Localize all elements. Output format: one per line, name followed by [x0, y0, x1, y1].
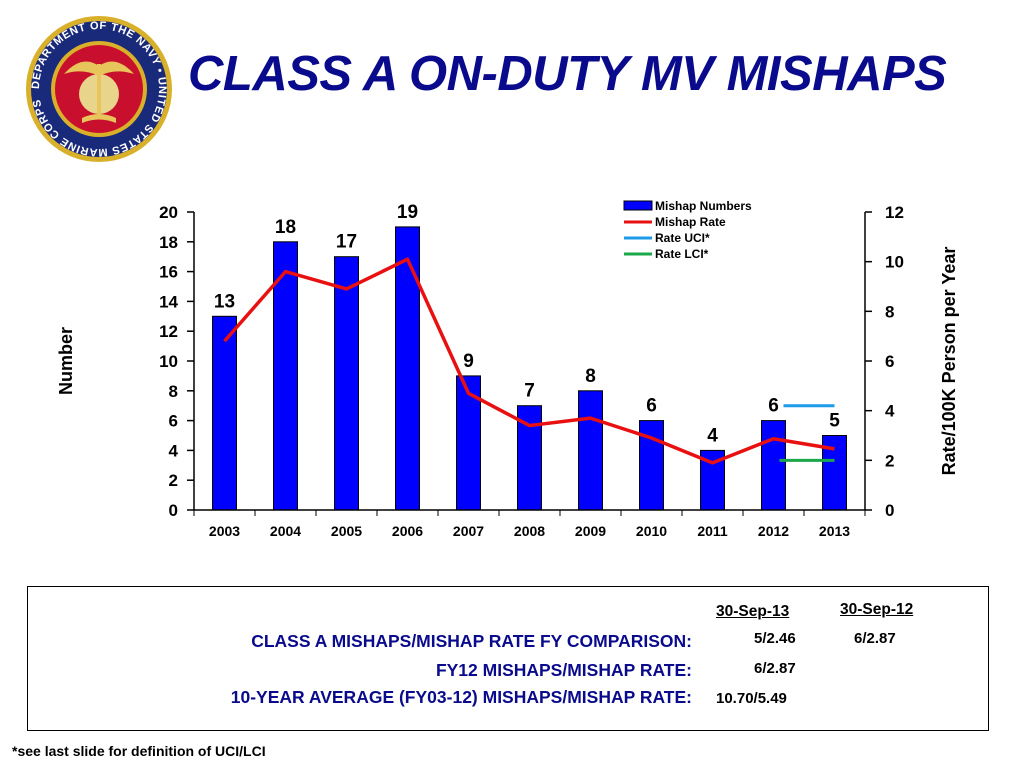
left-tick-label: 18 — [159, 233, 178, 252]
data-label-2005: 17 — [336, 232, 357, 253]
mishap-chart: 0 2 4 6 8 10 12 14 16 18 20 0 2 4 6 8 10 12 2003 2004 2005 20… — [56, 199, 959, 539]
col-header-30-sep-13: 30-Sep-13 — [716, 603, 790, 620]
left-tick-label: 0 — [169, 501, 178, 520]
data-label-2011: 4 — [707, 425, 718, 446]
page-title: CLASS A ON-DUTY MV MISHAPS — [188, 47, 947, 101]
data-label-2010: 6 — [646, 396, 657, 417]
x-tick-label-2004: 2004 — [270, 523, 301, 539]
left-tick-label: 12 — [159, 322, 178, 341]
comparison-row-label: CLASS A MISHAPS/MISHAP RATE FY COMPARISO… — [251, 631, 692, 651]
legend-entry: Rate LCI* — [655, 247, 709, 261]
comparison-row-value-fy13: 5/2.46 — [754, 630, 796, 647]
left-axis-title: Number — [56, 327, 76, 395]
bar-2005 — [334, 256, 359, 511]
left-tick-label: 20 — [159, 203, 178, 222]
legend-swatch-mishap-numbers — [623, 200, 653, 211]
legend-entry: Mishap Numbers — [655, 199, 752, 213]
usmc-seal-icon: DEPARTMENT OF THE NAVY • UNITED STATES M… — [26, 16, 172, 162]
right-tick-label: 12 — [885, 203, 904, 222]
footnote: *see last slide for definition of UCI/LC… — [12, 743, 266, 759]
x-tick-label-2011: 2011 — [697, 523, 728, 539]
right-axis-title: Rate/100K Person per Year — [939, 247, 959, 476]
bar-2006 — [395, 226, 420, 511]
comparison-row-value-fy12: 6/2.87 — [854, 630, 896, 647]
fy12-row-label: FY12 MISHAPS/MISHAP RATE: — [435, 660, 692, 680]
x-tick-label-2007: 2007 — [453, 523, 484, 539]
comparison-box: 30-Sep-13 30-Sep-12 CLASS A MISHAPS/MISH… — [27, 586, 989, 731]
right-tick-label: 8 — [885, 302, 894, 321]
x-tick-label-2013: 2013 — [819, 523, 850, 539]
right-tick-label: 2 — [885, 451, 894, 470]
mishap-rate-line — [223, 257, 835, 465]
data-label-2009: 8 — [585, 366, 596, 387]
left-tick-label: 8 — [169, 382, 178, 401]
data-label-2013: 5 — [829, 411, 840, 432]
data-label-2003: 13 — [214, 291, 235, 312]
data-label-2007: 9 — [463, 351, 474, 372]
left-tick-label: 4 — [169, 441, 179, 460]
right-tick-label: 4 — [885, 402, 895, 421]
legend-entry: Rate UCI* — [655, 231, 710, 245]
data-label-2004: 18 — [275, 217, 296, 238]
bar-2012 — [761, 420, 786, 511]
bar-2009 — [578, 390, 603, 511]
fy12-row-value: 6/2.87 — [754, 660, 796, 677]
data-label-2008: 7 — [524, 381, 535, 402]
x-tick-label-2006: 2006 — [392, 523, 423, 539]
x-tick-label-2012: 2012 — [758, 523, 789, 539]
left-tick-label: 16 — [159, 263, 178, 282]
bar-2004 — [273, 241, 298, 511]
x-tick-label-2009: 2009 — [575, 523, 606, 539]
x-tick-label-2008: 2008 — [514, 523, 545, 539]
ten-year-avg-value: 10.70/5.49 — [716, 690, 787, 707]
right-tick-label: 10 — [885, 253, 904, 272]
left-tick-label: 2 — [169, 471, 178, 490]
x-tick-label-2003: 2003 — [209, 523, 240, 539]
col-header-30-sep-12: 30-Sep-12 — [840, 601, 914, 618]
ten-year-avg-label: 10-YEAR AVERAGE (FY03-12) MISHAPS/MISHAP… — [230, 687, 692, 707]
left-tick-label: 6 — [169, 412, 178, 431]
data-label-2006: 19 — [397, 202, 418, 223]
right-tick-label: 6 — [885, 352, 894, 371]
legend-entry: Mishap Rate — [655, 215, 726, 229]
x-tick-label-2010: 2010 — [636, 523, 667, 539]
left-tick-label: 10 — [159, 352, 178, 371]
bar-2003 — [212, 315, 237, 511]
x-tick-label-2005: 2005 — [331, 523, 362, 539]
data-label-2012: 6 — [768, 396, 779, 417]
right-tick-label: 0 — [885, 501, 894, 520]
left-tick-label: 14 — [159, 292, 178, 311]
